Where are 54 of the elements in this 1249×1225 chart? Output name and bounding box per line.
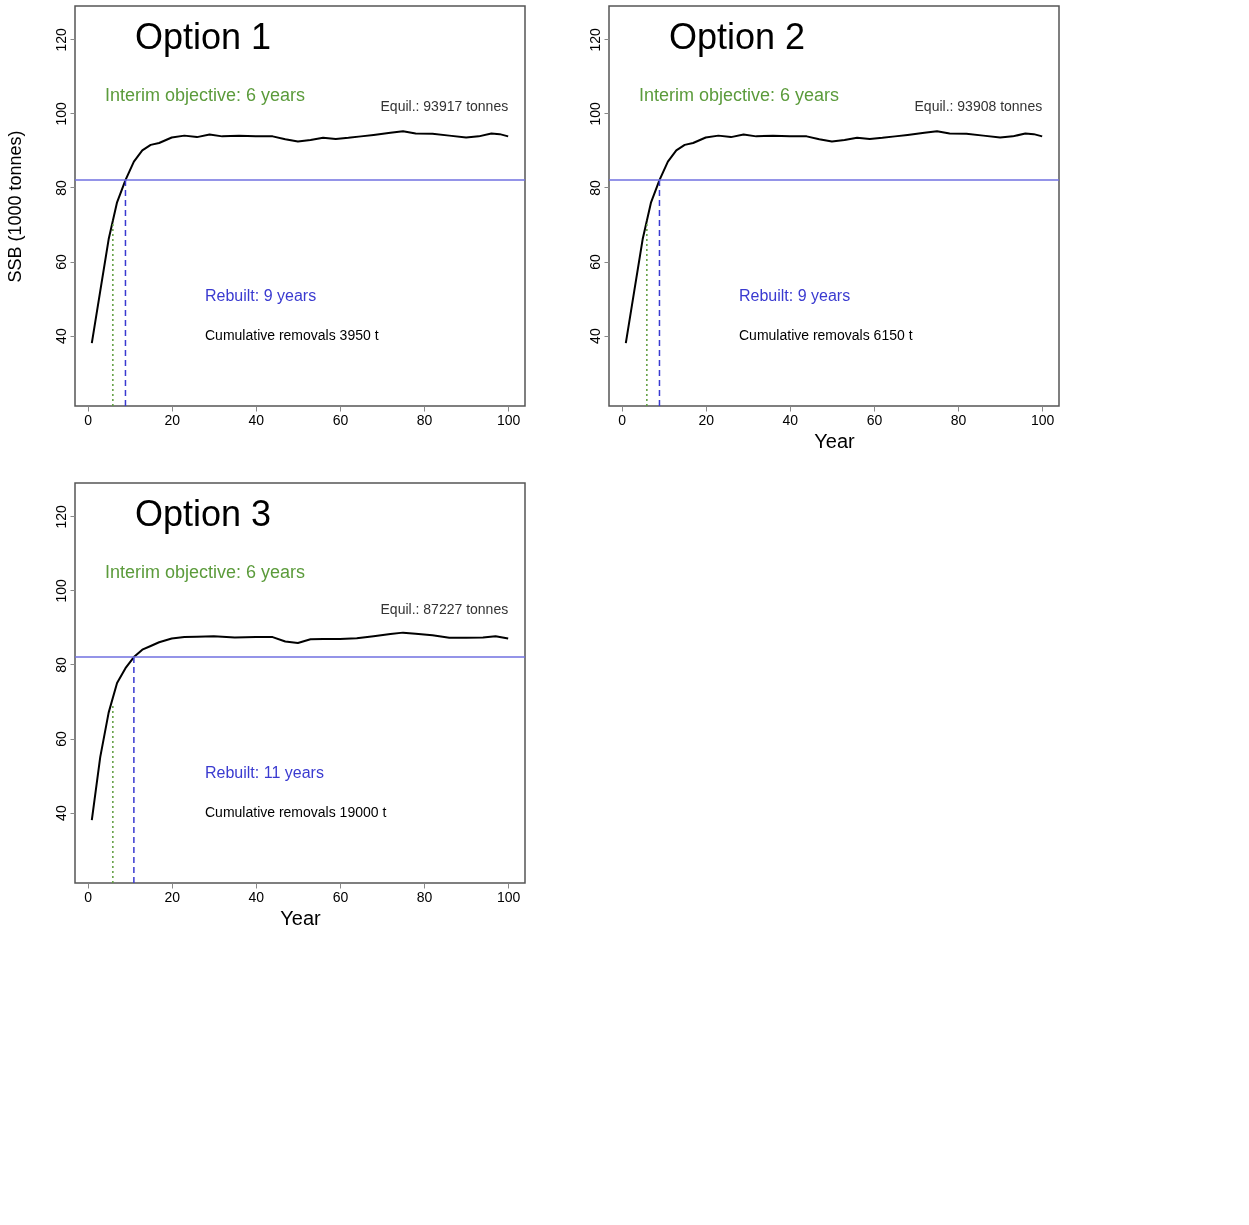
x-tick-label: 20 bbox=[164, 411, 181, 428]
x-tick-label: 0 bbox=[84, 888, 93, 905]
text: Interim objective: 6 years bbox=[105, 562, 306, 582]
text: Interim objective: 6 years bbox=[105, 85, 306, 105]
y-tick-label: 40 bbox=[52, 805, 69, 821]
x-tick-label: 60 bbox=[332, 888, 349, 905]
annotation: Cumulative removals 6150 t bbox=[739, 327, 913, 343]
x-tick-label: 0 bbox=[84, 411, 93, 428]
y-tick-label: 120 bbox=[586, 27, 603, 52]
chart-title: Option 1 bbox=[135, 16, 272, 57]
y-tick-label: 60 bbox=[52, 731, 69, 747]
x-tick-label: 100 bbox=[1031, 411, 1055, 428]
x-tick-label: 60 bbox=[332, 411, 349, 428]
x-tick-label: 0 bbox=[618, 411, 627, 428]
y-tick-label: 120 bbox=[52, 27, 69, 52]
x-axis-title: Year bbox=[280, 906, 322, 929]
y-tick-label: 100 bbox=[52, 579, 69, 603]
y-tick-label: 120 bbox=[52, 504, 69, 529]
y-tick-label: 80 bbox=[586, 179, 603, 196]
y-tick-label: 40 bbox=[52, 328, 69, 344]
series-label: Equil.: 87227 tonnes bbox=[380, 600, 509, 617]
text: Rebuilt: 11 years bbox=[205, 764, 324, 781]
x-axis-title: Year bbox=[814, 429, 856, 452]
line-series bbox=[624, 130, 1044, 345]
annotation: Cumulative removals 3950 t bbox=[205, 327, 379, 343]
x-tick-label: 100 bbox=[497, 411, 521, 428]
x-tick-label: 40 bbox=[248, 888, 265, 905]
chart-title: Option 3 bbox=[135, 493, 272, 534]
text: Rebuilt: 9 years bbox=[205, 287, 317, 304]
text: Rebuilt: 9 years bbox=[739, 287, 851, 304]
x-tick-label: 20 bbox=[164, 888, 181, 905]
x-tick-label: 80 bbox=[950, 411, 967, 428]
y-tick-label: 40 bbox=[586, 328, 603, 344]
x-tick-label: 60 bbox=[866, 411, 883, 428]
line-series bbox=[90, 631, 510, 822]
x-tick-label: 40 bbox=[782, 411, 799, 428]
text: Interim objective: 6 years bbox=[639, 85, 840, 105]
x-tick-label: 20 bbox=[698, 411, 715, 428]
x-tick-label: 40 bbox=[248, 411, 265, 428]
x-tick-label: 80 bbox=[416, 411, 433, 428]
series-label: Equil.: 93908 tonnes bbox=[914, 98, 1043, 115]
y-tick-label: 80 bbox=[52, 656, 69, 673]
y-tick-label: 60 bbox=[52, 254, 69, 270]
y-tick-label: 60 bbox=[586, 254, 603, 270]
y-tick-label: 100 bbox=[52, 102, 69, 126]
series-label: Equil.: 93917 tonnes bbox=[380, 98, 509, 115]
chart-title: Option 2 bbox=[669, 16, 806, 57]
y-tick-label: 100 bbox=[586, 102, 603, 126]
annotation: Cumulative removals 19000 t bbox=[205, 804, 387, 820]
y-axis-title: SSB (1000 tonnes) bbox=[4, 130, 25, 283]
y-tick-label: 80 bbox=[52, 179, 69, 196]
line-series bbox=[90, 130, 510, 345]
x-tick-label: 80 bbox=[416, 888, 433, 905]
x-tick-label: 100 bbox=[497, 888, 521, 905]
